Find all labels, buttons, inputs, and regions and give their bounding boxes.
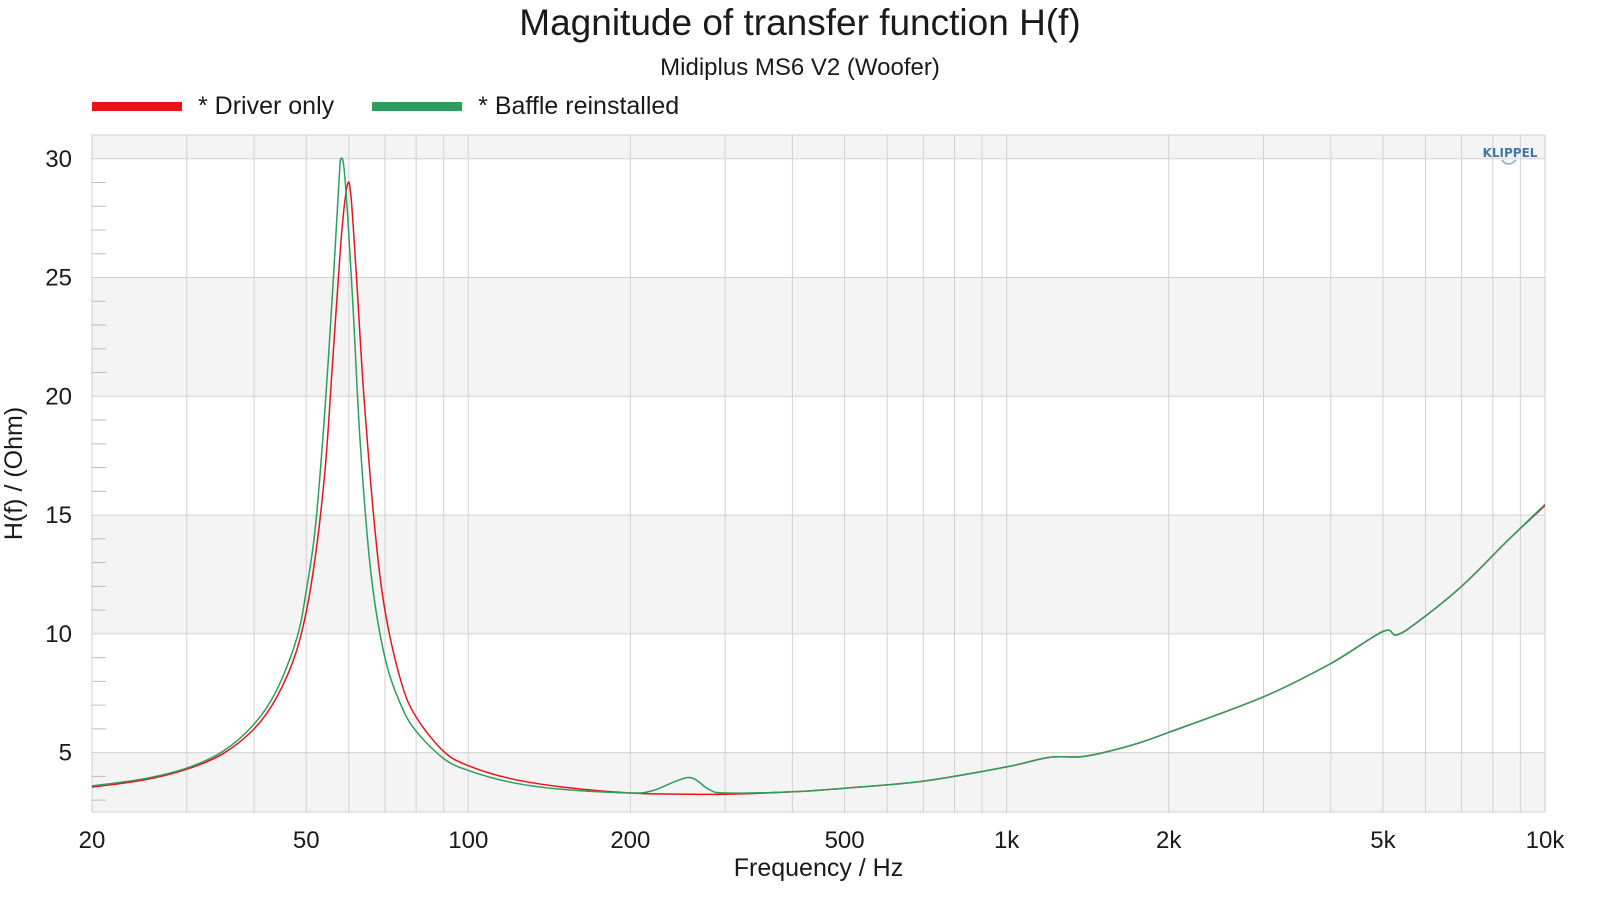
- legend-label-driver: * Driver only: [198, 92, 335, 120]
- plot-band: [92, 277, 1545, 397]
- y-tick-label: 15: [45, 502, 72, 529]
- x-tick-label: 100: [448, 827, 488, 854]
- y-tick-label: 25: [45, 265, 72, 292]
- x-tick-label: 10k: [1526, 827, 1566, 854]
- plot-bands: [92, 135, 1545, 812]
- x-tick-label: 1k: [994, 827, 1020, 854]
- y-tick-labels: 5 10 15 20 25 30: [45, 146, 72, 767]
- plot-band: [92, 135, 1545, 159]
- legend-label-baffle: * Baffle reinstalled: [478, 92, 680, 120]
- series-line-baffle-reinstalled: [91, 157, 1546, 794]
- series-layer: [91, 157, 1546, 796]
- y-minor-ticks: [92, 134, 106, 801]
- x-tick-label: 500: [825, 827, 865, 854]
- plot-band: [92, 515, 1545, 634]
- chart-subtitle: Midiplus MS6 V2 (Woofer): [660, 54, 940, 81]
- x-tick-labels: 20 50 100 200 500 1k 2k 5k 10k: [79, 827, 1566, 854]
- legend-swatch-driver: [92, 102, 182, 111]
- y-tick-label: 10: [45, 621, 72, 648]
- chart-title: Magnitude of transfer function H(f): [519, 2, 1081, 43]
- x-tick-label: 5k: [1370, 827, 1396, 854]
- legend: * Driver only * Baffle reinstalled: [92, 92, 717, 121]
- y-tick-label: 20: [45, 383, 72, 410]
- legend-item-driver: * Driver only: [92, 92, 334, 121]
- legend-swatch-baffle: [372, 102, 463, 111]
- plot-grid: [91, 135, 1546, 812]
- legend-item-baffle: * Baffle reinstalled: [372, 92, 679, 121]
- y-tick-label: 5: [59, 740, 72, 767]
- x-tick-label: 2k: [1156, 827, 1182, 854]
- x-tick-label: 200: [610, 827, 650, 854]
- x-axis-label: Frequency / Hz: [734, 854, 904, 882]
- y-tick-label: 30: [45, 146, 72, 173]
- plot-frame: [91, 134, 1546, 813]
- series-line-driver-only: [91, 181, 1546, 796]
- x-tick-label: 20: [79, 827, 106, 854]
- klippel-logo-text: KLIPPEL: [1483, 146, 1538, 160]
- klippel-logo: KLIPPEL: [1483, 146, 1538, 165]
- y-axis-label: H(f) / (Ohm): [0, 407, 28, 540]
- x-tick-label: 50: [293, 827, 320, 854]
- plot-band: [92, 752, 1545, 812]
